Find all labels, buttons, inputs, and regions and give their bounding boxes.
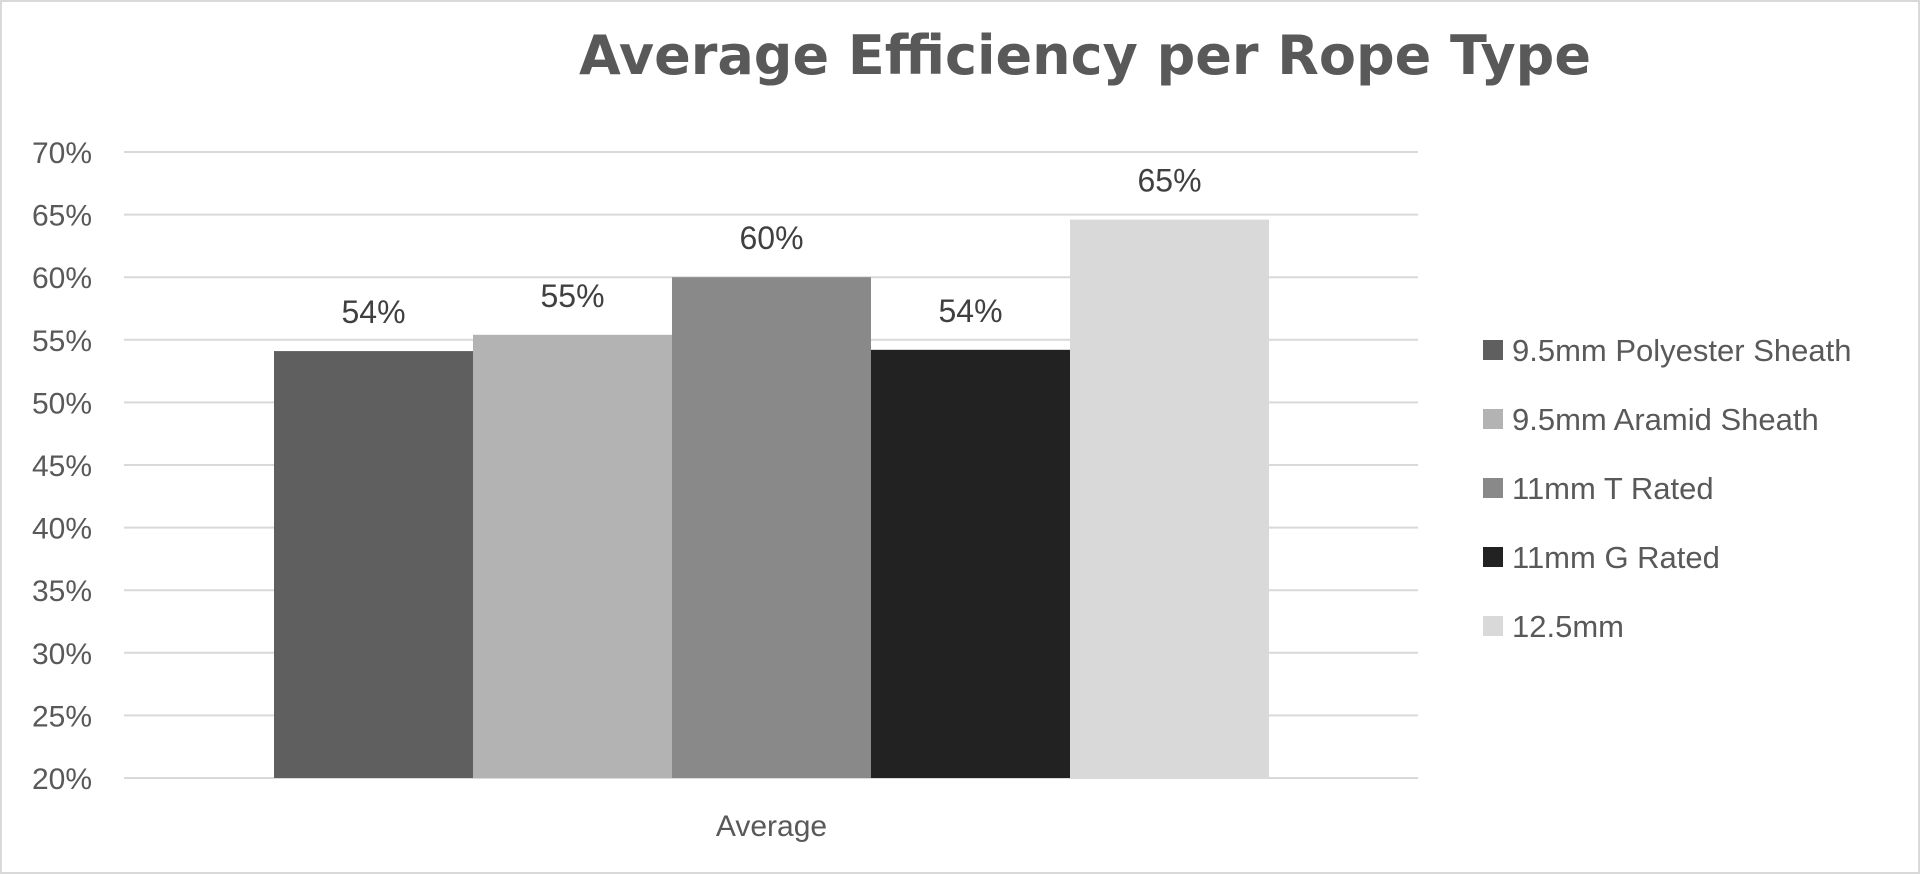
y-tick-label: 55% [32,325,92,358]
y-tick-label: 60% [32,262,92,295]
data-labels: 54% 55% 60% 54% 65% [341,163,1201,330]
data-label: 60% [739,220,803,256]
y-tick-label: 65% [32,200,92,233]
y-tick-label: 50% [32,387,92,420]
y-tick-label: 45% [32,450,92,483]
legend-label: 12.5mm [1512,609,1624,644]
legend-label: 9.5mm Polyester Sheath [1512,333,1851,368]
x-axis-categories: Average [716,810,827,843]
legend-swatch [1483,478,1503,498]
legend: 9.5mm Polyester Sheath 9.5mm Aramid Sheat… [1483,333,1851,644]
y-tick-label: 30% [32,638,92,671]
legend-swatch [1483,340,1503,360]
data-label: 54% [341,294,405,330]
data-label: 54% [938,293,1002,329]
y-tick-label: 20% [32,763,92,796]
legend-label: 11mm T Rated [1512,471,1714,506]
bar [274,351,473,778]
bars [274,219,1269,778]
legend-swatch [1483,616,1503,636]
bar [871,349,1070,778]
bar [672,277,871,778]
bar [473,334,672,778]
bar [1070,219,1269,778]
data-label: 55% [540,278,604,314]
legend-label: 9.5mm Aramid Sheath [1512,402,1819,437]
x-category-label: Average [716,810,827,843]
legend-swatch [1483,409,1503,429]
chart-title: Average Efficiency per Rope Type [579,24,1591,87]
y-axis-ticks: 20% 25% 30% 35% 40% 45% 50% 55% 60% 65% 70% [32,137,92,796]
y-tick-label: 40% [32,513,92,546]
y-tick-label: 35% [32,575,92,608]
y-tick-label: 70% [32,137,92,170]
legend-label: 11mm G Rated [1512,540,1720,575]
y-tick-label: 25% [32,700,92,733]
data-label: 65% [1137,163,1201,199]
legend-swatch [1483,547,1503,567]
